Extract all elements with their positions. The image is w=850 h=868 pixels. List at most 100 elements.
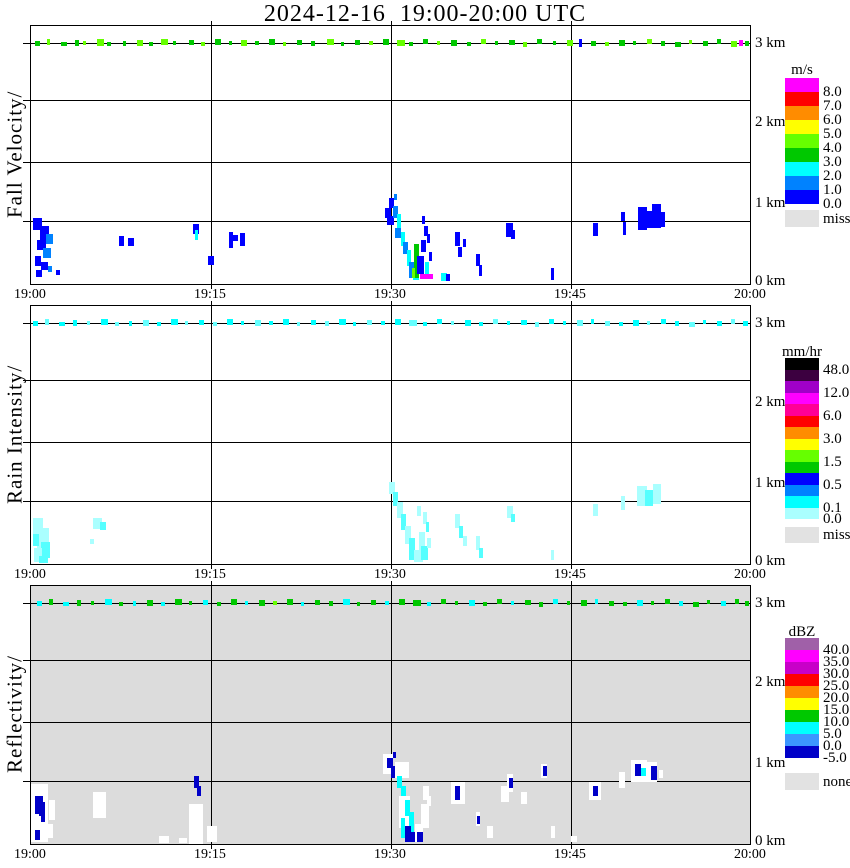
data-blob	[477, 816, 480, 824]
stripe-segment	[137, 40, 143, 46]
km-axis-label: 0 km	[755, 553, 786, 569]
stripe-segment	[633, 41, 636, 45]
stripe-segment	[47, 39, 50, 45]
stripe-segment	[297, 40, 302, 45]
stripe-segment	[467, 42, 471, 46]
data-blob	[36, 270, 42, 277]
legend-cell	[785, 92, 819, 106]
stripe-segment	[383, 39, 389, 45]
data-blob	[35, 830, 40, 840]
stripe-segment	[495, 41, 498, 45]
time-axis-tick	[391, 581, 392, 585]
time-axis-tick	[211, 845, 212, 849]
km-axis-label: 1 km	[755, 195, 786, 211]
data-blob	[429, 252, 432, 261]
time-gridline	[571, 586, 572, 844]
stripe-segment	[693, 602, 699, 607]
stripe-segment	[689, 40, 692, 44]
stripe-segment	[339, 319, 346, 325]
legend-missing-label: miss	[823, 527, 850, 543]
stripe-segment	[201, 42, 205, 46]
legend-value-label: 15.0	[823, 702, 850, 718]
data-blob	[427, 796, 431, 806]
stripe-segment	[357, 602, 360, 606]
legend-missing-label: none	[823, 773, 850, 790]
data-blob	[420, 274, 433, 279]
data-blob	[511, 230, 515, 239]
data-blob	[45, 824, 53, 838]
stripe-segment	[355, 40, 360, 45]
data-blob	[419, 532, 425, 550]
legend-value-label: 6.0	[823, 112, 842, 128]
y-axis-label-fall-velocity: Fall Velocity/	[2, 90, 27, 218]
data-blob	[441, 273, 447, 281]
time-axis-label: 19:15	[194, 567, 226, 582]
legend-title-ms: m/s	[791, 62, 813, 78]
stripe-segment	[171, 319, 178, 325]
data-blob	[421, 804, 429, 828]
legend-cell	[785, 450, 819, 462]
legend-cell	[785, 496, 819, 508]
data-blob	[651, 766, 657, 780]
data-blob	[34, 548, 42, 562]
stripe-segment	[579, 39, 582, 47]
stripe-segment	[679, 601, 683, 606]
data-blob	[621, 496, 625, 510]
data-blob	[40, 226, 49, 240]
data-blob	[446, 274, 450, 281]
stripe-segment	[661, 41, 665, 46]
legend-cell	[785, 686, 819, 698]
data-blob	[409, 538, 415, 560]
legend-value-label: -5.0	[823, 750, 847, 766]
stripe-segment	[469, 600, 475, 606]
stripe-segment	[567, 601, 570, 605]
data-blob	[424, 226, 428, 236]
data-blob	[389, 198, 394, 208]
legend-value-label: 12.0	[823, 384, 850, 401]
data-blob	[637, 486, 647, 506]
height-axis-tick	[23, 603, 30, 604]
stripe-segment	[537, 39, 542, 44]
height-gridline	[31, 380, 750, 381]
data-blob	[593, 223, 598, 236]
time-axis-tick	[391, 845, 392, 849]
chart-title: 2024-12-16 19:00-20:00 UTC	[263, 1, 587, 27]
stripe-segment	[287, 599, 293, 605]
stripe-segment	[259, 600, 265, 606]
time-axis-tick	[391, 21, 392, 25]
stripe-segment	[479, 322, 483, 326]
km-axis-label: 1 km	[755, 755, 786, 771]
height-axis-tick	[23, 501, 30, 502]
legend-cell	[785, 746, 819, 758]
stripe-segment	[231, 599, 237, 605]
legend-cell	[785, 415, 819, 427]
stripe-segment	[591, 319, 594, 324]
time-axis-label: 19:00	[14, 567, 46, 582]
stripe-segment	[105, 599, 112, 605]
stripe-segment	[283, 42, 286, 46]
stripe-segment	[493, 319, 498, 324]
data-blob	[646, 211, 652, 228]
stripe-segment	[739, 40, 743, 46]
stripe-segment	[567, 40, 573, 46]
height-gridline	[31, 43, 750, 44]
stripe-segment	[77, 600, 81, 606]
data-blob	[571, 836, 577, 842]
stripe-segment	[367, 320, 372, 325]
legend-missing-swatch	[785, 773, 819, 790]
stripe-segment	[37, 601, 42, 606]
legend-value-label: 20.0	[823, 690, 850, 706]
legend-cell	[785, 392, 819, 404]
data-blob	[195, 230, 198, 240]
data-blob	[619, 772, 625, 788]
stripe-segment	[101, 319, 108, 325]
stripe-segment	[647, 39, 652, 44]
data-blob	[93, 792, 106, 818]
data-blob	[414, 244, 419, 278]
legend-missing-swatch	[785, 210, 819, 227]
stripe-segment	[329, 601, 333, 606]
data-blob	[49, 800, 55, 820]
data-blob	[455, 232, 460, 246]
stripe-segment	[161, 602, 165, 606]
